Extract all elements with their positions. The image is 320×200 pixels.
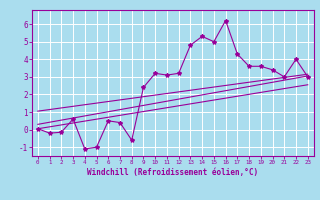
- X-axis label: Windchill (Refroidissement éolien,°C): Windchill (Refroidissement éolien,°C): [87, 168, 258, 177]
